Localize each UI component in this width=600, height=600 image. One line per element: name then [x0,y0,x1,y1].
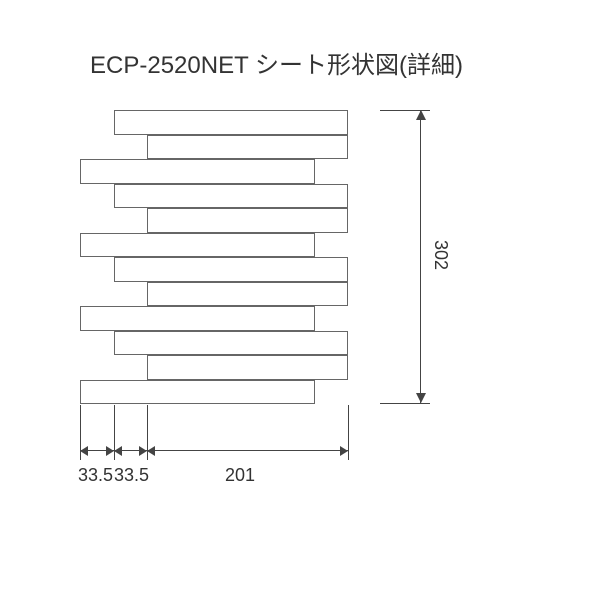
dim-label-height: 302 [430,240,451,270]
dim-line-h3 [147,450,348,451]
tile-row-10 [147,355,348,380]
tile-row-3 [114,184,349,209]
tile-row-5 [80,233,315,258]
dim-line-v [420,110,421,403]
tile-row-4 [147,208,348,233]
dim-arrow-bottom [416,393,426,403]
dim-arrow-h3r [340,446,348,456]
dim-label-width: 201 [225,465,255,486]
dim-arrow-h3l [147,446,155,456]
dim-arrow-h1l [80,446,88,456]
tile-row-2 [80,159,315,184]
tile-row-1 [147,135,348,160]
diagram-area: 302 33.5 33.5 201 [80,110,520,540]
dim-arrow-h2l [114,446,122,456]
dim-ext-bottom [380,403,430,404]
dim-arrow-h1r [106,446,114,456]
tile-row-11 [80,380,315,405]
dim-arrow-h2r [139,446,147,456]
dim-arrow-top [416,110,426,120]
dim-label-offset2: 33.5 [114,465,149,486]
tile-row-0 [114,110,349,135]
tile-row-8 [80,306,315,331]
diagram-title: ECP-2520NET シート形状図(詳細) [90,45,463,80]
dim-ext-3 [348,405,349,460]
tile-row-6 [114,257,349,282]
tile-row-7 [147,282,348,307]
dim-label-offset1: 33.5 [78,465,113,486]
tile-row-9 [114,331,349,356]
